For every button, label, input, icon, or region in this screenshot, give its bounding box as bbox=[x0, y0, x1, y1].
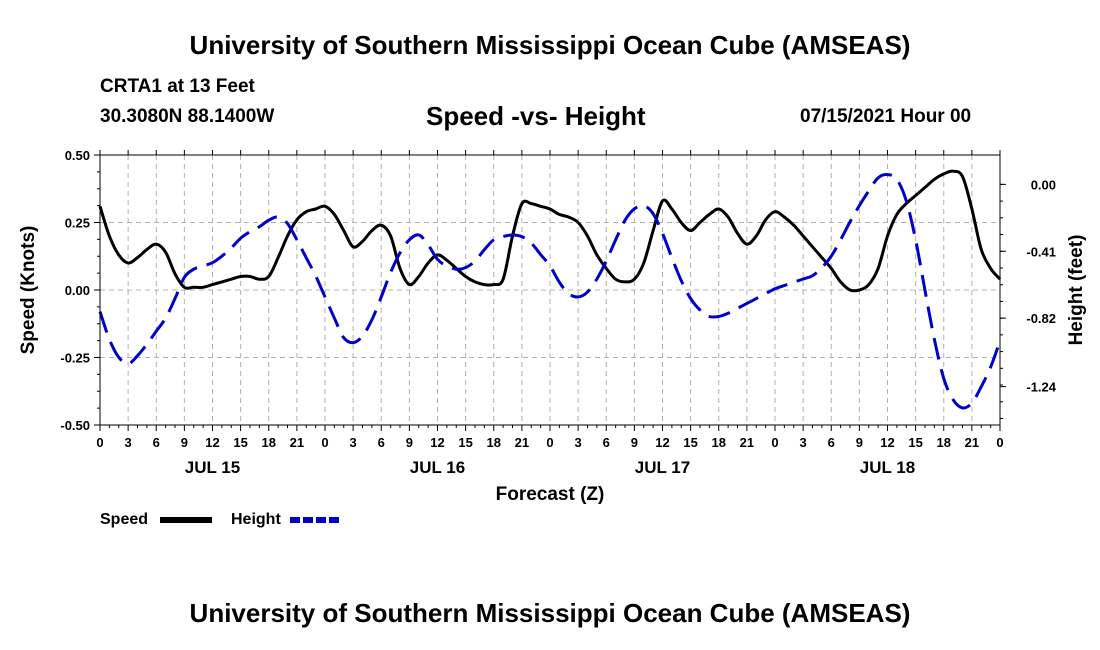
y-right-axis-title: Height (feet) bbox=[1066, 235, 1087, 346]
chart-ticks bbox=[94, 150, 1006, 431]
x-tick-label: 21 bbox=[740, 435, 754, 450]
day-label: JUL 16 bbox=[410, 458, 465, 477]
x-tick-label: 0 bbox=[996, 435, 1003, 450]
x-tick-label: 0 bbox=[96, 435, 103, 450]
x-tick-label: 6 bbox=[603, 435, 610, 450]
x-tick-label: 18 bbox=[712, 435, 726, 450]
x-tick-label: 18 bbox=[487, 435, 501, 450]
x-tick-label: 18 bbox=[937, 435, 951, 450]
x-tick-label: 15 bbox=[908, 435, 922, 450]
legend-label-speed: Speed bbox=[100, 511, 148, 528]
y-left-tick-label: -0.25 bbox=[60, 351, 90, 366]
station-coordinates: 30.3080N 88.1400W bbox=[100, 106, 275, 127]
x-tick-label: 3 bbox=[800, 435, 807, 450]
chart-series bbox=[98, 169, 1002, 410]
x-tick-label: 15 bbox=[683, 435, 697, 450]
x-tick-label: 6 bbox=[828, 435, 835, 450]
chart-legend: Speed Height bbox=[100, 511, 342, 528]
x-tick-label: 6 bbox=[378, 435, 385, 450]
x-tick-label: 12 bbox=[880, 435, 894, 450]
speed-series-line bbox=[98, 169, 1002, 293]
y-right-tick-label: -0.41 bbox=[1026, 244, 1056, 259]
height-series-line bbox=[98, 173, 1002, 410]
y-left-axis-title: Speed (Knots) bbox=[18, 226, 39, 355]
x-tick-label: 12 bbox=[205, 435, 219, 450]
x-tick-label: 3 bbox=[125, 435, 132, 450]
chart-grid bbox=[100, 155, 1000, 425]
x-tick-label: 15 bbox=[458, 435, 472, 450]
y-left-tick-label: 0.50 bbox=[65, 148, 90, 163]
x-axis-title: Forecast (Z) bbox=[496, 484, 605, 505]
x-tick-label: 12 bbox=[430, 435, 444, 450]
y-right-tick-label: -0.82 bbox=[1026, 311, 1056, 326]
x-tick-label: 3 bbox=[575, 435, 582, 450]
y-right-tick-label: -1.24 bbox=[1026, 380, 1056, 395]
x-tick-label: 21 bbox=[965, 435, 979, 450]
chart-labels: 0 3 6 9 12 15 18 21 0 3 6 9 12 15 18 21 0 3 6 9 12 15 18 21 0 3 6 9… bbox=[18, 148, 1087, 505]
chart-title: Speed -vs- Height bbox=[426, 101, 646, 131]
x-tick-label: 9 bbox=[181, 435, 188, 450]
x-tick-label: 9 bbox=[631, 435, 638, 450]
forecast-datetime: 07/15/2021 Hour 00 bbox=[800, 106, 972, 127]
x-tick-label: 0 bbox=[546, 435, 553, 450]
day-label: JUL 15 bbox=[185, 458, 240, 477]
x-tick-label: 15 bbox=[233, 435, 247, 450]
y-left-tick-label: 0.00 bbox=[65, 283, 90, 298]
x-tick-label: 21 bbox=[290, 435, 304, 450]
x-tick-label: 0 bbox=[771, 435, 778, 450]
day-label: JUL 18 bbox=[860, 458, 915, 477]
x-tick-label: 18 bbox=[262, 435, 276, 450]
x-tick-label: 21 bbox=[515, 435, 529, 450]
y-right-tick-label: 0.00 bbox=[1031, 177, 1056, 192]
x-tick-label: 9 bbox=[406, 435, 413, 450]
legend-label-height: Height bbox=[231, 511, 281, 528]
footer-title: University of Southern Mississippi Ocean… bbox=[189, 598, 911, 628]
x-tick-label: 12 bbox=[655, 435, 669, 450]
x-tick-label: 6 bbox=[153, 435, 160, 450]
y-left-tick-label: -0.50 bbox=[60, 418, 90, 433]
y-left-tick-label: 0.25 bbox=[65, 216, 90, 231]
x-tick-label: 0 bbox=[321, 435, 328, 450]
x-tick-label: 9 bbox=[856, 435, 863, 450]
station-name: CRTA1 at 13 Feet bbox=[100, 76, 255, 97]
day-label: JUL 17 bbox=[635, 458, 690, 477]
page-title: University of Southern Mississippi Ocean… bbox=[189, 30, 911, 60]
x-tick-label: 3 bbox=[350, 435, 357, 450]
